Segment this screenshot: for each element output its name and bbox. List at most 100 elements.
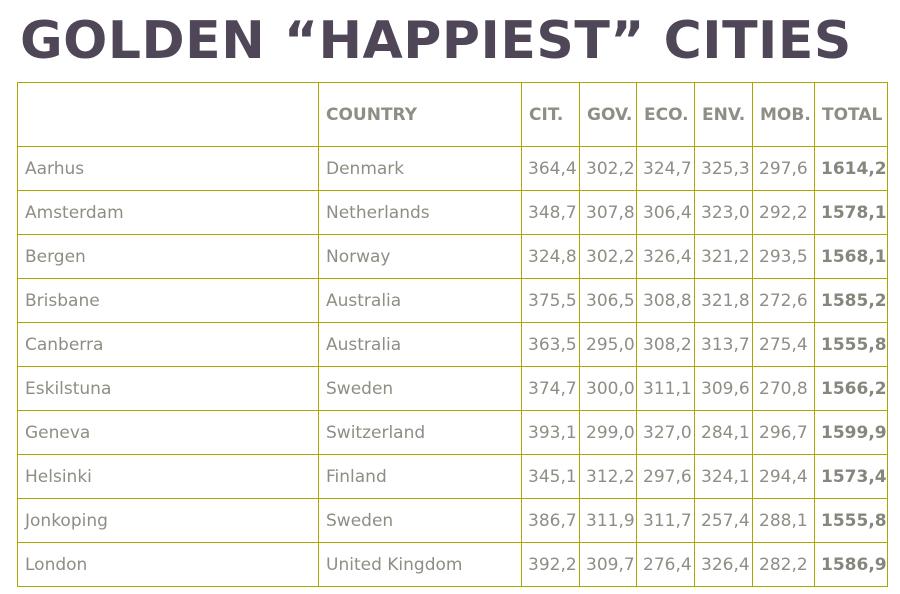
env-cell: 321,8 [694,278,753,323]
city-cell: Jonkoping [17,498,319,543]
env-cell: 284,1 [694,410,753,455]
city-cell: Brisbane [17,278,319,323]
gov-cell: 312,2 [579,454,637,499]
table-row: London United Kingdom 392,2 309,7 276,4 … [17,542,888,587]
env-cell: 309,6 [694,366,753,411]
country-cell: Sweden [318,498,522,543]
table-row: Brisbane Australia 375,5 306,5 308,8 321… [17,278,888,323]
city-cell: Geneva [17,410,319,455]
header-total: TOTAL [814,82,888,147]
page-title: GOLDEN “HAPPIEST” CITIES [20,11,852,71]
country-cell: Denmark [318,146,522,191]
cit-cell: 392,2 [521,542,580,587]
mob-cell: 270,8 [752,366,815,411]
mob-cell: 292,2 [752,190,815,235]
header-city [17,82,319,147]
mob-cell: 293,5 [752,234,815,279]
mob-cell: 272,6 [752,278,815,323]
eco-cell: 311,1 [636,366,695,411]
cit-cell: 386,7 [521,498,580,543]
country-cell: Sweden [318,366,522,411]
cit-cell: 348,7 [521,190,580,235]
city-cell: Eskilstuna [17,366,319,411]
cit-cell: 364,4 [521,146,580,191]
table-row: Canberra Australia 363,5 295,0 308,2 313… [17,322,888,367]
mob-cell: 297,6 [752,146,815,191]
mob-cell: 275,4 [752,322,815,367]
total-cell: 1573,4 [814,454,888,499]
gov-cell: 302,2 [579,234,637,279]
total-cell: 1586,9 [814,542,888,587]
cit-cell: 324,8 [521,234,580,279]
country-cell: Norway [318,234,522,279]
mob-cell: 282,2 [752,542,815,587]
eco-cell: 297,6 [636,454,695,499]
gov-cell: 307,8 [579,190,637,235]
eco-cell: 327,0 [636,410,695,455]
country-cell: Netherlands [318,190,522,235]
eco-cell: 306,4 [636,190,695,235]
country-cell: United Kingdom [318,542,522,587]
header-mob: MOB. [752,82,815,147]
eco-cell: 324,7 [636,146,695,191]
gov-cell: 295,0 [579,322,637,367]
total-cell: 1568,1 [814,234,888,279]
city-cell: Canberra [17,322,319,367]
city-cell: Bergen [17,234,319,279]
cit-cell: 345,1 [521,454,580,499]
total-cell: 1585,2 [814,278,888,323]
total-cell: 1614,2 [814,146,888,191]
mob-cell: 296,7 [752,410,815,455]
country-cell: Australia [318,322,522,367]
gov-cell: 299,0 [579,410,637,455]
gov-cell: 306,5 [579,278,637,323]
table-row: Amsterdam Netherlands 348,7 307,8 306,4 … [17,190,888,235]
eco-cell: 308,8 [636,278,695,323]
env-cell: 313,7 [694,322,753,367]
table-row: Jonkoping Sweden 386,7 311,9 311,7 257,4… [17,498,888,543]
table-header-row: COUNTRY CIT. GOV. ECO. ENV. MOB. TOTAL [17,82,888,147]
total-cell: 1566,2 [814,366,888,411]
city-cell: London [17,542,319,587]
cit-cell: 363,5 [521,322,580,367]
gov-cell: 311,9 [579,498,637,543]
table-row: Aarhus Denmark 364,4 302,2 324,7 325,3 2… [17,146,888,191]
cit-cell: 374,7 [521,366,580,411]
total-cell: 1578,1 [814,190,888,235]
eco-cell: 311,7 [636,498,695,543]
header-env: ENV. [694,82,753,147]
header-gov: GOV. [579,82,637,147]
env-cell: 324,1 [694,454,753,499]
table-row: Bergen Norway 324,8 302,2 326,4 321,2 29… [17,234,888,279]
env-cell: 325,3 [694,146,753,191]
mob-cell: 288,1 [752,498,815,543]
city-cell: Helsinki [17,454,319,499]
city-cell: Amsterdam [17,190,319,235]
header-cit: CIT. [521,82,580,147]
country-cell: Finland [318,454,522,499]
gov-cell: 300,0 [579,366,637,411]
env-cell: 323,0 [694,190,753,235]
header-country: COUNTRY [318,82,522,147]
city-cell: Aarhus [17,146,319,191]
eco-cell: 276,4 [636,542,695,587]
env-cell: 321,2 [694,234,753,279]
mob-cell: 294,4 [752,454,815,499]
eco-cell: 308,2 [636,322,695,367]
cit-cell: 393,1 [521,410,580,455]
total-cell: 1599,9 [814,410,888,455]
table-row: Helsinki Finland 345,1 312,2 297,6 324,1… [17,454,888,499]
gov-cell: 309,7 [579,542,637,587]
cit-cell: 375,5 [521,278,580,323]
header-eco: ECO. [636,82,695,147]
cities-table: COUNTRY CIT. GOV. ECO. ENV. MOB. TOTAL A… [17,82,888,587]
gov-cell: 302,2 [579,146,637,191]
total-cell: 1555,8 [814,498,888,543]
env-cell: 326,4 [694,542,753,587]
eco-cell: 326,4 [636,234,695,279]
country-cell: Australia [318,278,522,323]
table-row: Eskilstuna Sweden 374,7 300,0 311,1 309,… [17,366,888,411]
total-cell: 1555,8 [814,322,888,367]
table-row: Geneva Switzerland 393,1 299,0 327,0 284… [17,410,888,455]
env-cell: 257,4 [694,498,753,543]
